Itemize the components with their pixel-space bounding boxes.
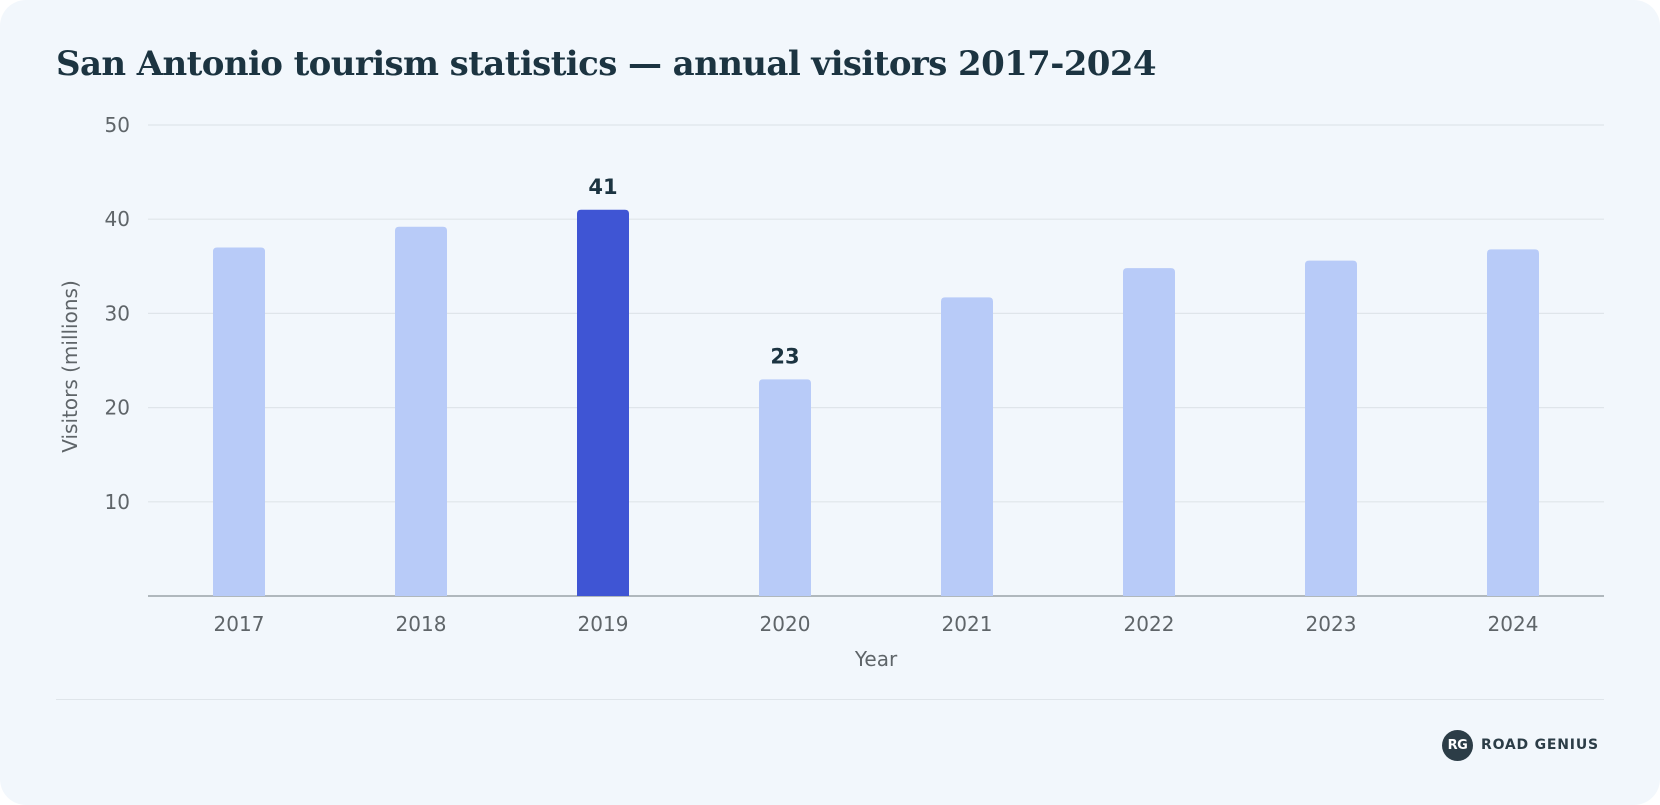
bar-2017 xyxy=(213,247,265,596)
y-tick-label-20: 20 xyxy=(105,396,130,420)
bar-2023 xyxy=(1305,260,1357,596)
x-tick-label-2020: 2020 xyxy=(760,612,811,636)
bar-2021 xyxy=(941,297,993,596)
chart-title: San Antonio tourism statistics — annual … xyxy=(56,44,1157,84)
y-axis-title: Visitors (millions) xyxy=(58,280,82,453)
data-label-2019: 41 xyxy=(588,175,617,199)
y-tick-label-10: 10 xyxy=(105,490,130,514)
brand-name: ROAD GENIUS xyxy=(1481,737,1599,753)
footer-divider xyxy=(56,699,1604,700)
x-tick-label-2019: 2019 xyxy=(578,612,629,636)
data-label-2020: 23 xyxy=(770,344,799,368)
bar-2024 xyxy=(1487,249,1539,596)
road-genius-logo-icon: RG xyxy=(1442,729,1473,761)
bar-chart: 10 20 30 40 50 2017 2018 2019 41 2020 23 2021 2022 20… xyxy=(58,113,1604,671)
bar-2019 xyxy=(577,209,629,596)
bar-2022 xyxy=(1123,268,1175,596)
bar-2020 xyxy=(759,379,811,596)
x-axis-title: Year xyxy=(854,647,898,671)
x-tick-label-2017: 2017 xyxy=(214,612,265,636)
x-tick-label-2021: 2021 xyxy=(942,612,993,636)
brand-logo: RG ROAD GENIUS xyxy=(1442,728,1599,762)
x-tick-label-2024: 2024 xyxy=(1488,612,1539,636)
y-tick-label-40: 40 xyxy=(105,207,130,231)
x-tick-label-2022: 2022 xyxy=(1124,612,1175,636)
bar-2018 xyxy=(395,226,447,596)
x-tick-label-2023: 2023 xyxy=(1306,612,1357,636)
x-tick-label-2018: 2018 xyxy=(396,612,447,636)
y-tick-label-30: 30 xyxy=(105,301,130,325)
y-tick-label-50: 50 xyxy=(105,113,130,137)
